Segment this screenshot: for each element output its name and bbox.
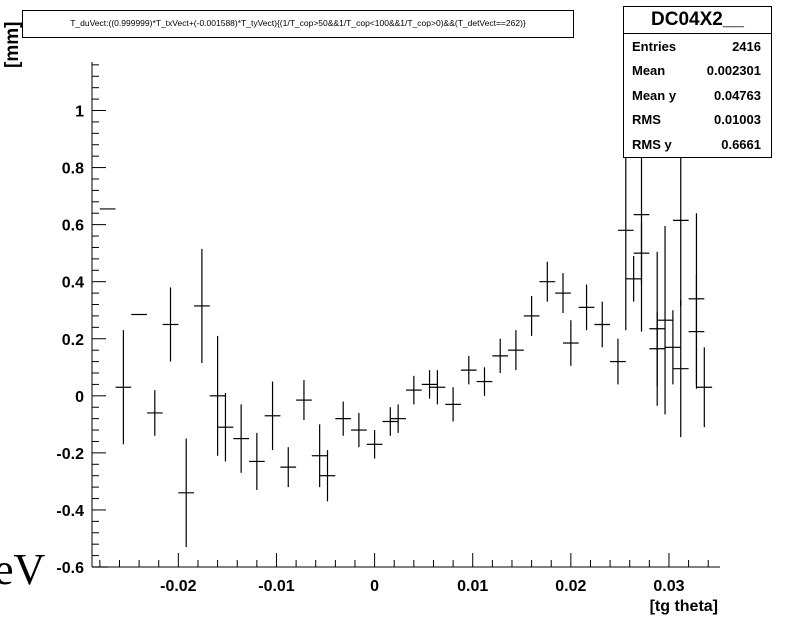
y-tick-label: 1 <box>75 104 84 121</box>
stats-row-rms-y: RMS y 0.6661 <box>624 132 771 157</box>
x-tick-label: 0.02 <box>555 578 586 595</box>
x-tick-label: -0.01 <box>258 578 295 595</box>
stats-value: 0.002301 <box>706 63 761 79</box>
y-tick-label: -0.6 <box>56 560 84 577</box>
overlay-text: eV <box>0 545 46 594</box>
stats-value: 2416 <box>732 38 761 54</box>
stats-label: Mean <box>632 63 666 79</box>
x-axis-label: [tg theta] <box>649 598 718 615</box>
stats-row-mean: Mean 0.002301 <box>624 59 771 84</box>
x-tick-label: 0.01 <box>457 578 488 595</box>
stats-value: 0.6661 <box>721 136 761 152</box>
y-tick-label: -0.4 <box>56 503 84 520</box>
stats-label: Mean y <box>632 87 677 103</box>
stats-label: Entries <box>632 38 677 54</box>
stats-histogram-name: DC04X2__ <box>624 7 771 34</box>
stats-value: 0.04763 <box>714 87 761 103</box>
stats-box: DC04X2__ Entries 2416 Mean 0.002301 Mean… <box>623 6 772 158</box>
y-tick-label: 0 <box>75 389 84 406</box>
y-axis-label: [mm] <box>2 21 23 68</box>
x-tick-label: 0 <box>370 578 379 595</box>
y-tick-label: -0.2 <box>56 446 84 463</box>
y-tick-label: 0.4 <box>62 275 84 292</box>
plot-title: T_duVect:((0.999999)*T_txVect+(-0.001588… <box>70 18 526 28</box>
stats-row-rms: RMS 0.01003 <box>624 108 771 133</box>
x-tick-label: -0.02 <box>160 578 197 595</box>
stats-row-mean-y: Mean y 0.04763 <box>624 83 771 108</box>
y-tick-label: 0.2 <box>62 332 84 349</box>
stats-label: RMS y <box>632 136 672 152</box>
plot-title-box: T_duVect:((0.999999)*T_txVect+(-0.001588… <box>22 10 574 38</box>
stats-row-entries: Entries 2416 <box>624 34 771 59</box>
y-tick-label: 0.8 <box>62 161 84 178</box>
stats-label: RMS <box>632 112 661 128</box>
stats-value: 0.01003 <box>714 112 761 128</box>
x-tick-label: 0.03 <box>653 578 684 595</box>
y-tick-label: 0.6 <box>62 218 84 235</box>
